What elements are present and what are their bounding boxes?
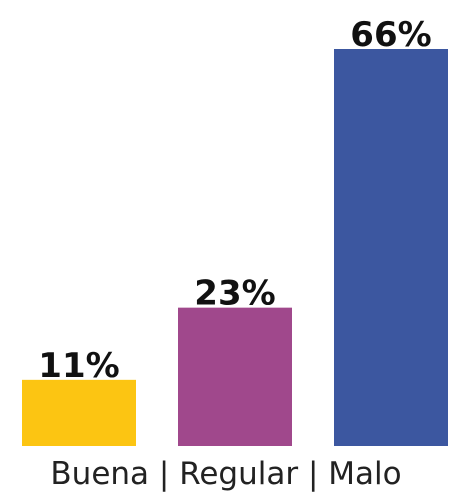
bar <box>334 49 448 446</box>
value-label: 23% <box>194 274 275 314</box>
bar <box>178 307 292 446</box>
bar <box>22 379 136 446</box>
value-label: 11% <box>38 346 119 386</box>
value-label: 66% <box>350 15 431 55</box>
x-axis-label: Buena | Regular | Malo <box>50 456 401 492</box>
